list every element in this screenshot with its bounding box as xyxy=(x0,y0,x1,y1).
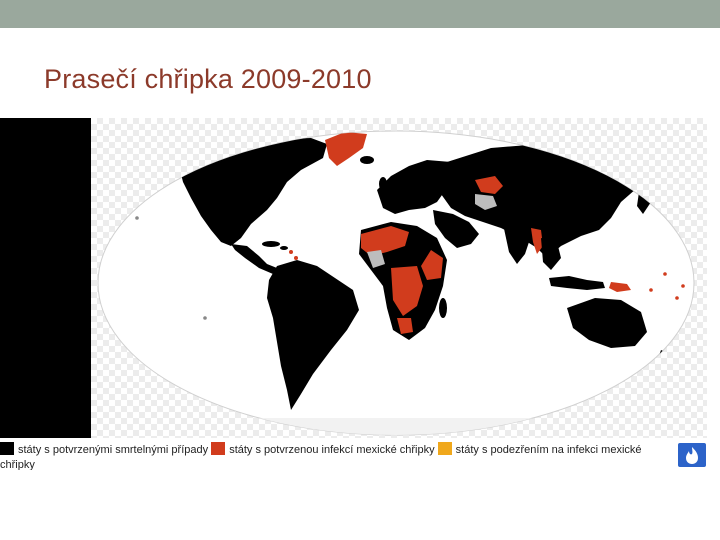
caribbean-island xyxy=(294,256,298,260)
middle-east xyxy=(433,210,479,248)
south-america xyxy=(267,260,359,410)
pacific-island xyxy=(675,296,679,300)
hispaniola xyxy=(280,246,288,250)
australia xyxy=(567,298,647,348)
pacific-island xyxy=(649,288,653,292)
flame-icon xyxy=(686,447,698,464)
legend-swatch-black xyxy=(0,442,14,455)
east-africa-infection xyxy=(421,250,443,280)
pacific-island xyxy=(681,284,685,288)
pacific-island xyxy=(203,316,207,320)
page-title: Prasečí chřipka 2009-2010 xyxy=(44,64,372,94)
pacific-island xyxy=(663,272,667,276)
pacific-island xyxy=(135,216,139,220)
legend-item-confirmed-deaths: státy s potvrzenými smrtelnými případy xyxy=(0,442,211,456)
legend-swatch-orange xyxy=(437,442,452,455)
caribbean-island xyxy=(289,250,293,254)
iceland xyxy=(360,156,374,164)
indonesia xyxy=(549,276,605,290)
central-asia-no-data xyxy=(475,194,497,210)
southern-africa-infection xyxy=(397,318,413,334)
map-legend: státy s potvrzenými smrtelnými případy s… xyxy=(0,442,672,470)
legend-label: státy s potvrzenou infekcí mexické chřip… xyxy=(229,444,435,456)
africa-no-data xyxy=(367,250,385,268)
europe xyxy=(377,160,457,214)
papua-infection xyxy=(609,282,631,292)
greenland xyxy=(325,132,367,166)
legend-swatch-red xyxy=(211,442,226,455)
myanmar-infection xyxy=(531,228,543,254)
central-asia-infection xyxy=(475,176,503,194)
slide-top-band xyxy=(0,0,720,28)
map-left-black-strip xyxy=(0,118,91,438)
legend-label: státy s potvrzenými smrtelnými případy xyxy=(18,444,209,456)
cuba xyxy=(262,241,280,247)
legend-item-confirmed-infection: státy s potvrzenou infekcí mexické chřip… xyxy=(211,442,437,456)
uk xyxy=(379,177,387,191)
central-america xyxy=(231,244,277,274)
legend-label: státy s podezřením na infekci mexické ch… xyxy=(0,444,642,470)
north-america xyxy=(179,138,327,246)
legend-item-suspected: státy s podezřením na infekci mexické ch… xyxy=(0,442,642,470)
world-map-svg xyxy=(97,130,695,436)
flame-badge-icon xyxy=(678,443,706,467)
madagascar xyxy=(439,298,447,318)
central-africa-infection xyxy=(391,266,423,316)
west-africa-infection xyxy=(361,226,409,256)
india xyxy=(503,222,531,264)
world-map xyxy=(91,118,707,438)
southeast-asia xyxy=(541,238,561,270)
